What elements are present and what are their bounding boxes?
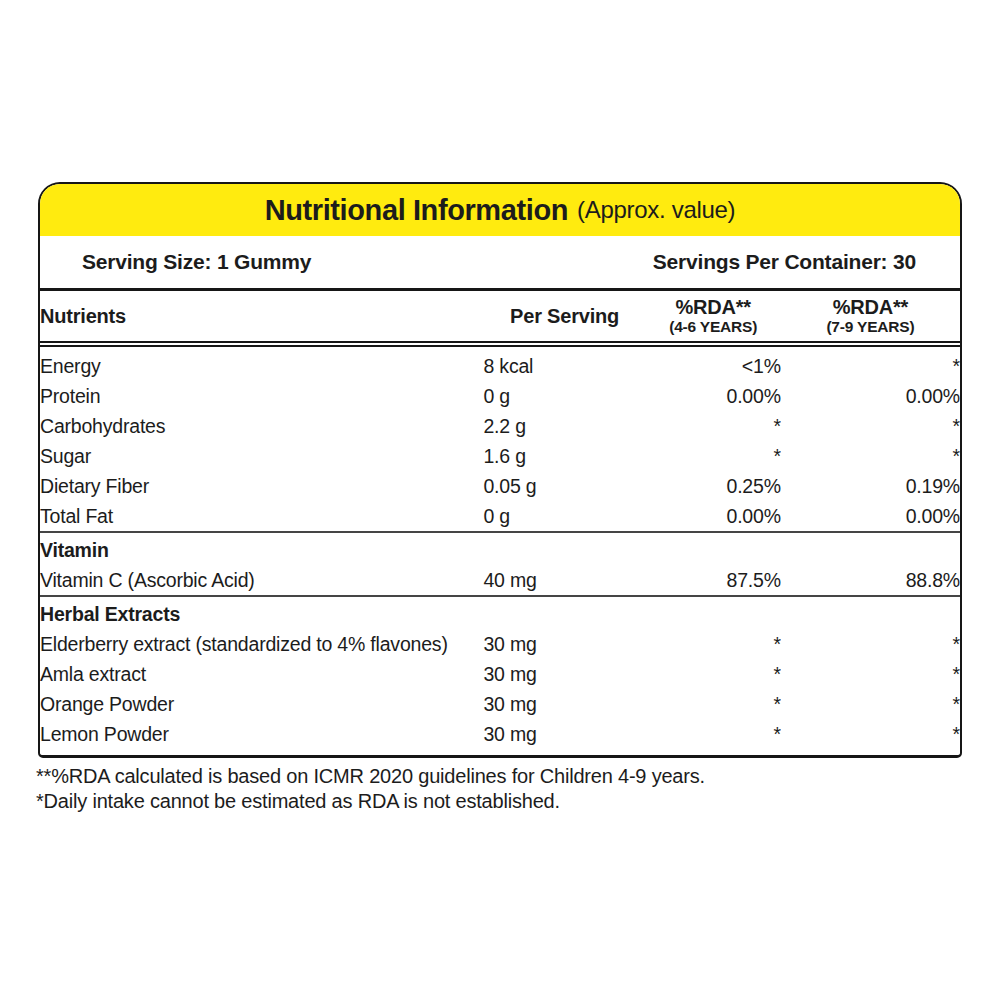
cell-rda-4-6: * xyxy=(646,659,781,689)
table-row: Amla extract30 mg** xyxy=(40,659,960,689)
nutrition-facts-panel: Nutritional Information (Approx. value) … xyxy=(38,182,962,758)
cell-per-serving: 30 mg xyxy=(483,659,645,689)
cell-rda-7-9: 0.00% xyxy=(781,381,960,411)
table-header-row: Nutrients Per Serving %RDA** (4-6 YEARS)… xyxy=(40,291,960,344)
cell-name: Carbohydrates xyxy=(40,411,483,441)
cell-name: Total Fat xyxy=(40,501,483,532)
footnotes: **%RDA calculated is based on ICMR 2020 … xyxy=(36,764,705,814)
cell-rda-7-9: 0.00% xyxy=(781,501,960,532)
rda-4-6-age-range: (4-6 YEARS) xyxy=(646,318,781,335)
table-row: Protein0 g0.00%0.00% xyxy=(40,381,960,411)
column-header-rda-7-9: %RDA** (7-9 YEARS) xyxy=(781,291,960,344)
cell-per-serving: 30 mg xyxy=(483,629,645,659)
table-row: Sugar1.6 g** xyxy=(40,441,960,471)
table-row: Orange Powder30 mg** xyxy=(40,689,960,719)
cell-per-serving: 1.6 g xyxy=(483,441,645,471)
table-row: Total Fat0 g0.00%0.00% xyxy=(40,501,960,532)
cell-rda-7-9: * xyxy=(781,689,960,719)
cell-rda-7-9: 0.19% xyxy=(781,471,960,501)
rda-7-9-age-range: (7-9 YEARS) xyxy=(781,318,960,335)
section-row: Herbal Extracts xyxy=(40,596,960,629)
cell-rda-4-6: * xyxy=(646,441,781,471)
cell-rda-4-6: 0.00% xyxy=(646,381,781,411)
rda-7-9-title: %RDA** xyxy=(781,297,960,318)
cell-rda-4-6: * xyxy=(646,411,781,441)
cell-name: Sugar xyxy=(40,441,483,471)
cell-name: Orange Powder xyxy=(40,689,483,719)
cell-rda-7-9: 88.8% xyxy=(781,565,960,596)
cell-name: Vitamin C (Ascorbic Acid) xyxy=(40,565,483,596)
cell-rda-7-9: * xyxy=(781,719,960,749)
cell-per-serving: 8 kcal xyxy=(483,344,645,381)
section-row: Vitamin xyxy=(40,532,960,565)
cell-rda-4-6: 87.5% xyxy=(646,565,781,596)
cell-rda-4-6: 0.25% xyxy=(646,471,781,501)
table-row: Carbohydrates2.2 g** xyxy=(40,411,960,441)
column-header-rda-4-6: %RDA** (4-6 YEARS) xyxy=(646,291,781,344)
cell-rda-4-6: * xyxy=(646,629,781,659)
cell-name: Protein xyxy=(40,381,483,411)
cell-rda-7-9: * xyxy=(781,659,960,689)
nutrition-label-image: Nutritional Information (Approx. value) … xyxy=(0,0,1000,1000)
table-row: Vitamin C (Ascorbic Acid)40 mg87.5%88.8% xyxy=(40,565,960,596)
nutrients-table-body: Energy8 kcal<1%*Protein0 g0.00%0.00%Carb… xyxy=(40,344,960,749)
section-title: Herbal Extracts xyxy=(40,596,960,629)
cell-per-serving: 30 mg xyxy=(483,689,645,719)
cell-per-serving: 0.05 g xyxy=(483,471,645,501)
cell-per-serving: 30 mg xyxy=(483,719,645,749)
cell-name: Dietary Fiber xyxy=(40,471,483,501)
cell-name: Lemon Powder xyxy=(40,719,483,749)
table-row: Energy8 kcal<1%* xyxy=(40,344,960,381)
servings-per-container-label: Servings Per Container: 30 xyxy=(653,250,916,274)
cell-per-serving: 0 g xyxy=(483,501,645,532)
cell-rda-7-9: * xyxy=(781,344,960,381)
panel-title-approx: (Approx. value) xyxy=(577,196,735,224)
rda-4-6-title: %RDA** xyxy=(646,297,781,318)
cell-rda-7-9: * xyxy=(781,411,960,441)
footnote-daily-intake: *Daily intake cannot be estimated as RDA… xyxy=(36,789,705,814)
table-row: Dietary Fiber0.05 g0.25%0.19% xyxy=(40,471,960,501)
table-row: Elderberry extract (standardized to 4% f… xyxy=(40,629,960,659)
cell-per-serving: 2.2 g xyxy=(483,411,645,441)
table-row: Lemon Powder30 mg** xyxy=(40,719,960,749)
column-header-per-serving: Per Serving xyxy=(483,291,645,344)
cell-name: Energy xyxy=(40,344,483,381)
serving-info-row: Serving Size: 1 Gummy Servings Per Conta… xyxy=(40,236,960,291)
nutrition-table: Nutrients Per Serving %RDA** (4-6 YEARS)… xyxy=(40,291,960,749)
cell-rda-7-9: * xyxy=(781,629,960,659)
cell-per-serving: 40 mg xyxy=(483,565,645,596)
serving-size-label: Serving Size: 1 Gummy xyxy=(82,250,311,274)
cell-rda-4-6: <1% xyxy=(646,344,781,381)
section-title: Vitamin xyxy=(40,532,960,565)
column-header-nutrients: Nutrients xyxy=(40,291,483,344)
cell-per-serving: 0 g xyxy=(483,381,645,411)
cell-rda-7-9: * xyxy=(781,441,960,471)
cell-rda-4-6: * xyxy=(646,719,781,749)
cell-rda-4-6: 0.00% xyxy=(646,501,781,532)
cell-name: Amla extract xyxy=(40,659,483,689)
cell-rda-4-6: * xyxy=(646,689,781,719)
panel-title: Nutritional Information xyxy=(265,194,568,227)
cell-name: Elderberry extract (standardized to 4% f… xyxy=(40,629,483,659)
footnote-rda-basis: **%RDA calculated is based on ICMR 2020 … xyxy=(36,764,705,789)
panel-header: Nutritional Information (Approx. value) xyxy=(40,184,960,236)
